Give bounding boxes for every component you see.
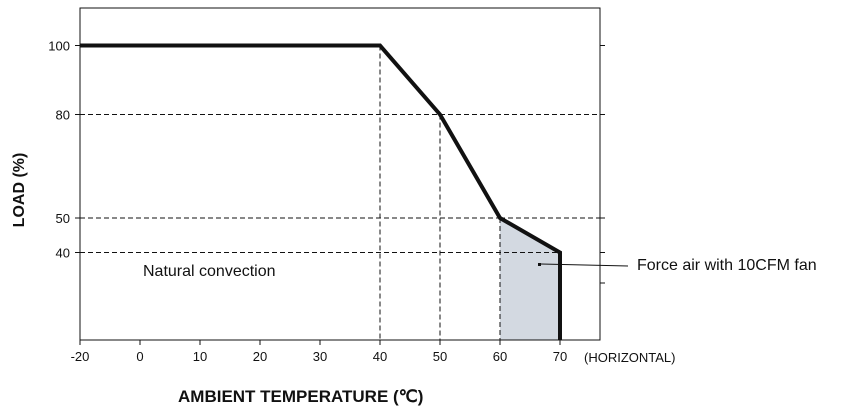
y-tick-label: 50 (56, 211, 70, 226)
fan-callout-label: Force air with 10CFM fan (637, 257, 817, 274)
y-tick-label: 80 (56, 108, 70, 123)
shaded-region-layer (500, 218, 560, 340)
x-tick-label: -20 (71, 349, 90, 364)
natural-convection-annotation: Natural convection (143, 263, 276, 280)
x-tick-label: 70 (553, 349, 567, 364)
force-air-shaded-region (500, 218, 560, 340)
derating-curve (80, 43, 562, 340)
y-tick-label: 100 (48, 39, 70, 54)
plot-frame (79, 7, 601, 341)
x-tick-label: 60 (493, 349, 507, 364)
x-axis-title: AMBIENT TEMPERATURE (℃) (178, 387, 423, 406)
x-tick-label: 40 (373, 349, 387, 364)
x-tick-label: 30 (313, 349, 327, 364)
x-tick-label: 50 (433, 349, 447, 364)
x-tick-label: 0 (136, 349, 143, 364)
x-ticks: -20 0 10 20 30 40 50 60 70 (71, 340, 567, 364)
y-ticks: 40 50 80 100 (48, 39, 605, 284)
fan-callout-dot (538, 263, 541, 266)
y-tick-label: 40 (56, 246, 70, 261)
fan-callout-line (540, 263, 629, 267)
y-axis-title: LOAD (%) (11, 153, 28, 228)
x-tick-label: 10 (193, 349, 207, 364)
x-suffix-label: (HORIZONTAL) (584, 350, 675, 365)
x-tick-label: 20 (253, 349, 267, 364)
